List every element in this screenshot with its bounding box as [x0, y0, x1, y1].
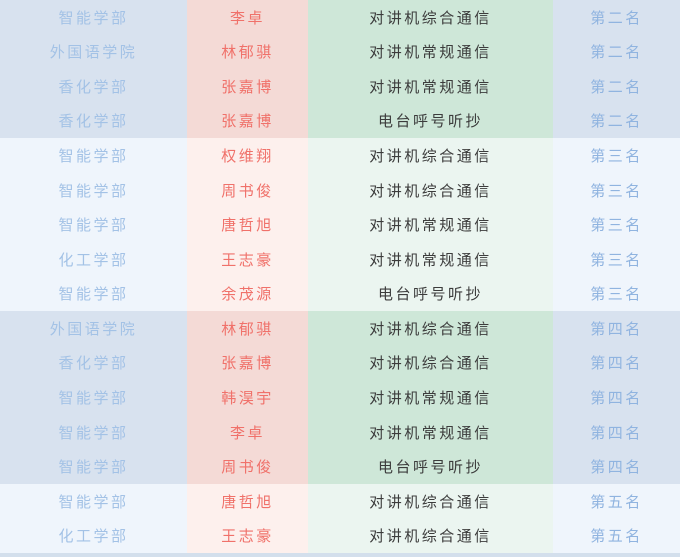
- department-cell: 外国语学院: [0, 34, 187, 70]
- department-cell: 智能学部: [0, 276, 187, 312]
- name-cell: 权维翔: [187, 138, 308, 173]
- rank-cell: 第四名: [553, 449, 680, 484]
- event-cell: 电台呼号听抄: [308, 449, 553, 484]
- department-cell: 香化学部: [0, 345, 187, 381]
- rank-cell: 第三名: [553, 138, 680, 173]
- department-cell: 香化学部: [0, 69, 187, 104]
- rank-cell: 第四名: [553, 380, 680, 415]
- name-cell: 林郁骐: [187, 311, 308, 346]
- name-cell: 张嘉博: [187, 69, 308, 104]
- rank-cell: 第三名: [553, 241, 680, 277]
- department-cell: 化工学部: [0, 241, 187, 277]
- department-cell: 智能学部: [0, 414, 187, 450]
- event-cell: 对讲机综合通信: [308, 0, 553, 35]
- event-cell: 电台呼号听抄: [308, 103, 553, 139]
- name-cell: 张嘉博: [187, 103, 308, 139]
- department-cell: 智能学部: [0, 449, 187, 484]
- table-row: 智能学部 周书俊 电台呼号听抄 第四名: [0, 449, 680, 484]
- name-cell: 李卓: [187, 414, 308, 450]
- table-row: 香化学部 张嘉博 电台呼号听抄 第二名: [0, 103, 680, 139]
- name-cell: 王志豪: [187, 518, 308, 553]
- name-cell: 韩淏宇: [187, 380, 308, 415]
- table-row: 化工学部 王志豪 对讲机综合通信 第五名: [0, 518, 680, 553]
- event-cell: 对讲机综合通信: [308, 172, 553, 208]
- rank-cell: 第三名: [553, 276, 680, 312]
- table-row: 智能学部 李卓 对讲机综合通信 第二名: [0, 0, 680, 35]
- department-cell: 外国语学院: [0, 311, 187, 346]
- event-cell: 对讲机常规通信: [308, 241, 553, 277]
- event-cell: 对讲机综合通信: [308, 138, 553, 173]
- table-row: 智能学部 余茂源 电台呼号听抄 第三名: [0, 276, 680, 312]
- table-row: 智能学部 韩淏宇 对讲机常规通信 第四名: [0, 380, 680, 415]
- rank-cell: 第五名: [553, 518, 680, 553]
- department-cell: 智能学部: [0, 483, 187, 519]
- table-row: 智能学部 唐哲旭 对讲机综合通信 第五名: [0, 483, 680, 519]
- event-cell: 对讲机常规通信: [308, 69, 553, 104]
- name-cell: 余茂源: [187, 276, 308, 312]
- department-cell: 智能学部: [0, 207, 187, 242]
- department-cell: 智能学部: [0, 138, 187, 173]
- name-cell: 周书俊: [187, 172, 308, 208]
- department-cell: 化工学部: [0, 518, 187, 553]
- event-cell: 对讲机常规通信: [308, 380, 553, 415]
- table-bottom-edge: [0, 553, 680, 557]
- table-row: 智能学部 周书俊 对讲机综合通信 第三名: [0, 172, 680, 208]
- event-cell: 对讲机常规通信: [308, 207, 553, 242]
- name-cell: 唐哲旭: [187, 207, 308, 242]
- name-cell: 林郁骐: [187, 34, 308, 70]
- table-row: 智能学部 权维翔 对讲机综合通信 第三名: [0, 138, 680, 173]
- rank-cell: 第四名: [553, 414, 680, 450]
- name-cell: 王志豪: [187, 241, 308, 277]
- department-cell: 智能学部: [0, 380, 187, 415]
- table-row: 外国语学院 林郁骐 对讲机常规通信 第二名: [0, 34, 680, 70]
- name-cell: 周书俊: [187, 449, 308, 484]
- table-row: 智能学部 唐哲旭 对讲机常规通信 第三名: [0, 207, 680, 242]
- event-cell: 对讲机综合通信: [308, 518, 553, 553]
- department-cell: 香化学部: [0, 103, 187, 139]
- table-row: 智能学部 李卓 对讲机常规通信 第四名: [0, 414, 680, 450]
- event-cell: 对讲机常规通信: [308, 414, 553, 450]
- rank-cell: 第三名: [553, 207, 680, 242]
- table-row: 外国语学院 林郁骐 对讲机综合通信 第四名: [0, 311, 680, 346]
- name-cell: 李卓: [187, 0, 308, 35]
- event-cell: 对讲机常规通信: [308, 34, 553, 70]
- event-cell: 对讲机综合通信: [308, 483, 553, 519]
- rank-cell: 第五名: [553, 483, 680, 519]
- rank-cell: 第四名: [553, 345, 680, 381]
- rank-cell: 第二名: [553, 0, 680, 35]
- event-cell: 对讲机综合通信: [308, 345, 553, 381]
- rank-cell: 第二名: [553, 69, 680, 104]
- event-cell: 对讲机综合通信: [308, 311, 553, 346]
- department-cell: 智能学部: [0, 172, 187, 208]
- department-cell: 智能学部: [0, 0, 187, 35]
- rank-cell: 第二名: [553, 103, 680, 139]
- event-cell: 电台呼号听抄: [308, 276, 553, 312]
- table-row: 化工学部 王志豪 对讲机常规通信 第三名: [0, 241, 680, 277]
- rank-cell: 第三名: [553, 172, 680, 208]
- table-row: 香化学部 张嘉博 对讲机综合通信 第四名: [0, 345, 680, 381]
- rank-cell: 第二名: [553, 34, 680, 70]
- name-cell: 张嘉博: [187, 345, 308, 381]
- rank-cell: 第四名: [553, 311, 680, 346]
- table-row: 香化学部 张嘉博 对讲机常规通信 第二名: [0, 69, 680, 104]
- name-cell: 唐哲旭: [187, 483, 308, 519]
